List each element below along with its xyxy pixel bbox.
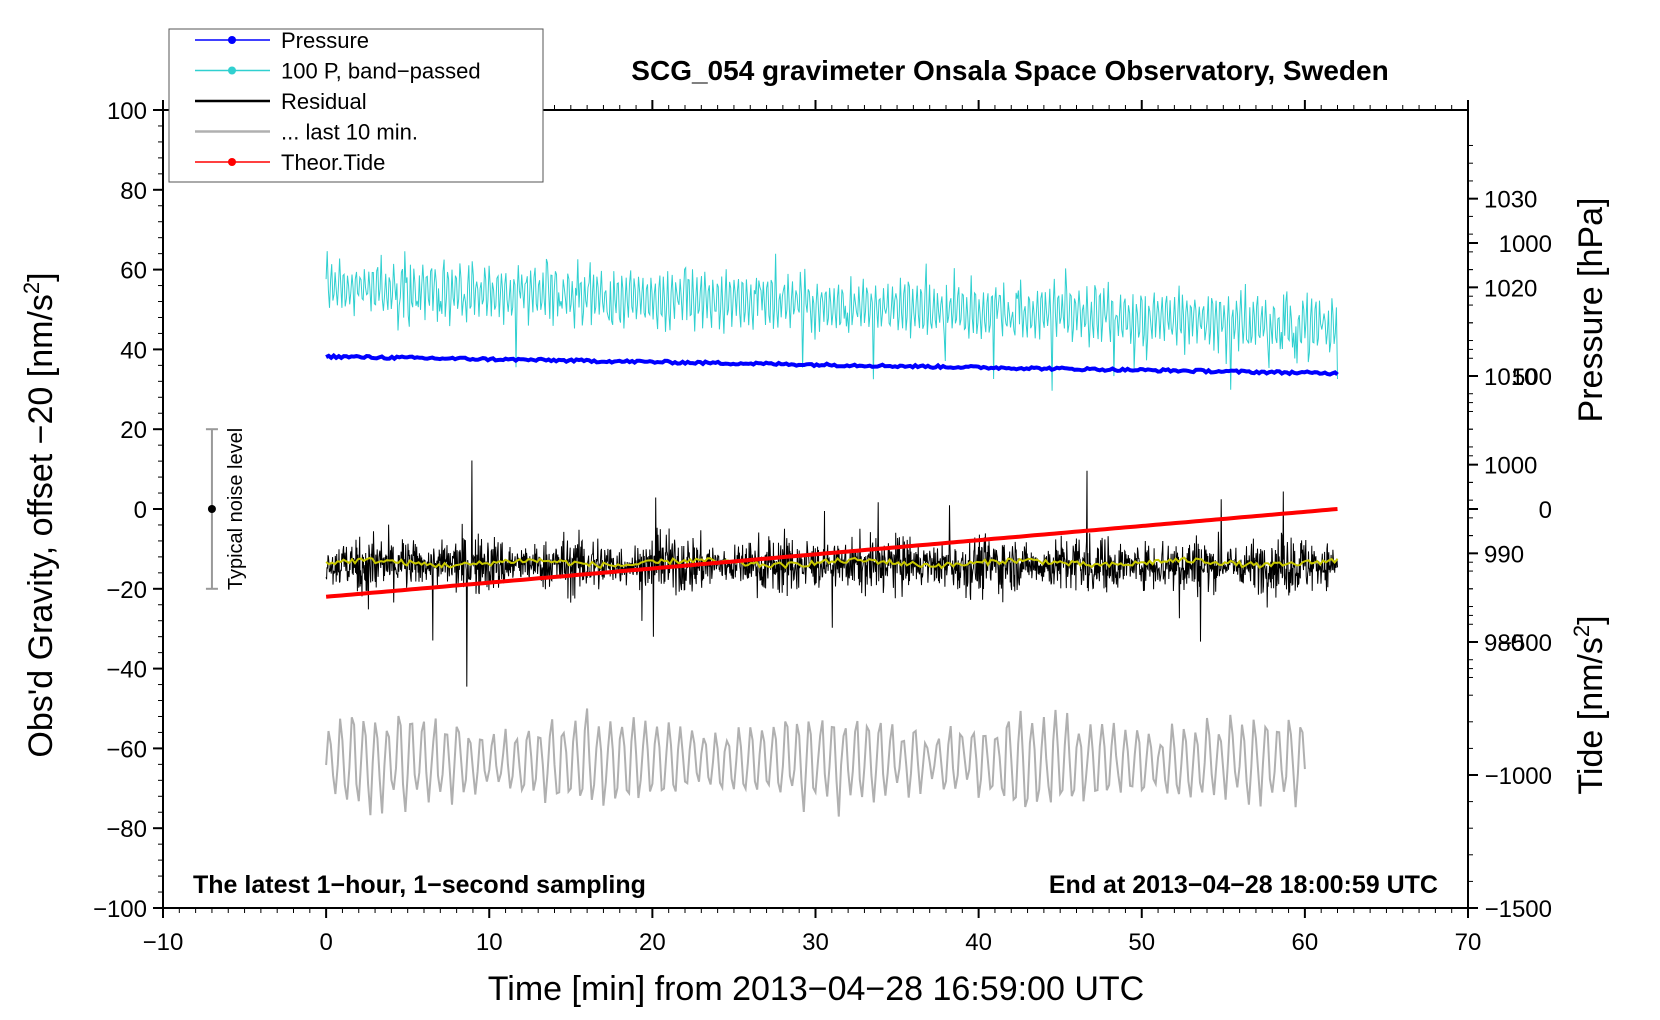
y-tick-label-tide: −500 [1498, 630, 1552, 657]
x-tick-label: 30 [802, 929, 829, 956]
y-tick-label-pressure: 1000 [1484, 453, 1537, 480]
y-tick-label-pressure: 1030 [1484, 187, 1537, 214]
y-axis-label-pressure: Pressure [hPa] [1572, 198, 1610, 423]
y-tick-label-left: −60 [106, 736, 147, 763]
y-axis-label-left-sup: 2 [19, 282, 44, 294]
y-tick-label-left: −100 [93, 896, 147, 923]
y-tick-label-tide: 500 [1512, 364, 1552, 391]
y-tick-label-left: −80 [106, 816, 147, 843]
y-tick-label-tide: −1000 [1485, 763, 1552, 790]
x-tick-label: 10 [476, 929, 503, 956]
x-tick-label: 60 [1292, 929, 1319, 956]
y-axis-label-tide: Tide [nm/s2] [1569, 615, 1610, 794]
legend-entry-label: Pressure [281, 28, 369, 53]
series-layer [325, 251, 1339, 817]
y-tick-label-tide: 1000 [1499, 231, 1552, 258]
y-tick-label-pressure: 1020 [1484, 275, 1537, 302]
y-tick-label-left: 0 [134, 497, 147, 524]
series-line-pressure [325, 352, 1339, 377]
legend-swatch-marker [228, 158, 236, 166]
legend-swatch-marker [228, 66, 236, 75]
y-axis-label-left: Obs'd Gravity, offset −20 [nm/s2] [19, 272, 60, 757]
noise-bar: Typical noise level [205, 428, 247, 590]
y-tick-label-tide: 0 [1539, 497, 1552, 524]
series-line-residual-smoothed [325, 556, 1339, 570]
y-tick-label-left: 100 [107, 98, 147, 125]
x-tick-label: 50 [1128, 929, 1155, 956]
series-line-last-10-min [325, 708, 1306, 817]
x-tick-label: −10 [143, 929, 184, 956]
y-tick-label-pressure: 990 [1484, 541, 1524, 568]
noise-bar-label: Typical noise level [225, 428, 247, 590]
legend-entry-label: ... last 10 min. [281, 120, 418, 145]
legend-entries: Pressure 100 P, band−passed Residual ... la… [195, 28, 481, 175]
annotation-bottom-right: End at 2013−04−28 18:00:59 UTC [1049, 871, 1438, 899]
y-tick-label-left: −40 [106, 657, 147, 684]
series-line-bandpassed-pressure [325, 251, 1338, 391]
legend-swatch-marker [228, 36, 236, 44]
chart-title: SCG_054 gravimeter Onsala Space Observat… [631, 55, 1388, 86]
x-tick-label: 0 [319, 929, 332, 956]
legend-entry-label: 100 P, band−passed [281, 59, 481, 84]
axis-ticks: −10 0 10 20 30 40 50 60 70100806040200−20−40−60−… [93, 98, 1552, 956]
y-tick-label-left: 60 [120, 258, 147, 285]
y-tick-label-pressure: 980 [1484, 630, 1524, 657]
y-tick-label-left: 40 [120, 337, 147, 364]
y-tick-label-left: −20 [106, 577, 147, 604]
y-axis-label-left-close: ] [22, 272, 60, 281]
annotation-bottom-left: The latest 1−hour, 1−second sampling [193, 871, 646, 899]
y-tick-label-pressure: 1010 [1484, 364, 1537, 391]
y-axis-label-tide-close: ] [1572, 615, 1610, 624]
legend-entry-label: Residual [281, 89, 367, 114]
legend-box [168, 28, 544, 183]
y-tick-label-tide: −1500 [1485, 896, 1552, 923]
y-axis-label-tide-sup: 2 [1569, 625, 1594, 637]
legend: Pressure 100 P, band−passed Residual ... la… [168, 28, 544, 183]
series-line-theoretical-tide [325, 507, 1338, 599]
x-axis-label: Time [min] from 2013−04−28 16:59:00 UTC [488, 970, 1144, 1008]
series-line-residual [325, 460, 1338, 687]
noise-bar-center-dot [207, 505, 216, 513]
y-axis-label-tide-text: Tide [nm/s [1572, 637, 1610, 794]
x-tick-label: 40 [965, 929, 992, 956]
x-tick-label: 20 [639, 929, 666, 956]
y-tick-label-left: 20 [120, 417, 147, 444]
y-tick-label-left: 80 [120, 178, 147, 205]
x-tick-label: 70 [1455, 929, 1482, 956]
y-axis-label-left-text: Obs'd Gravity, offset −20 [nm/s [22, 294, 60, 757]
legend-entry-label: Theor.Tide [281, 150, 385, 175]
